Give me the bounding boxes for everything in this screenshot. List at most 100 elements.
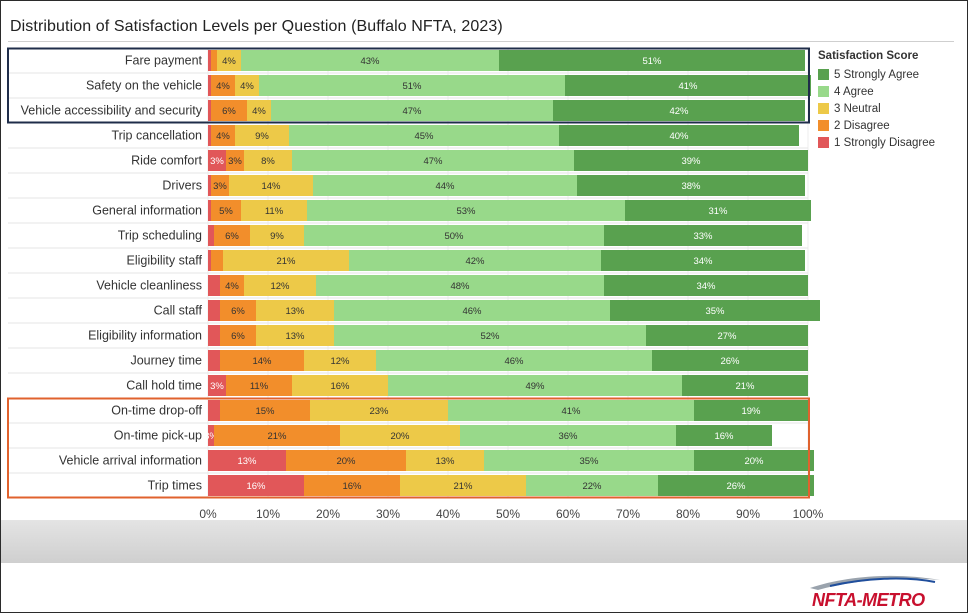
legend-label: 1 Strongly Disagree — [834, 136, 935, 149]
category-label: Vehicle accessibility and security — [21, 104, 203, 118]
bar-segment — [235, 75, 259, 96]
legend-label: 3 Neutral — [834, 102, 881, 115]
bar-segment — [310, 400, 448, 421]
data-label: 35% — [705, 306, 725, 317]
bar-segment — [694, 400, 808, 421]
data-label: 3% — [210, 381, 224, 392]
data-label: 43% — [360, 56, 380, 67]
data-label: 16% — [714, 431, 734, 442]
bar-segment — [460, 425, 676, 446]
bar-segment — [211, 200, 241, 221]
x-tick-label: 70% — [616, 507, 640, 521]
bar-segment — [211, 75, 235, 96]
data-label: 4% — [222, 56, 236, 67]
data-label: 5% — [219, 206, 233, 217]
data-label: 50% — [444, 231, 464, 242]
data-label: 33% — [693, 231, 713, 242]
data-label: 38% — [681, 181, 701, 192]
bar-segment — [304, 225, 604, 246]
data-label: 13% — [285, 331, 305, 342]
legend-items: 5 Strongly Agree 4 Agree 3 Neutral 2 Disagr… — [818, 66, 935, 151]
data-label: 12% — [270, 281, 290, 292]
bar-segment — [646, 325, 808, 346]
logo-text: NFTA-METRO — [812, 590, 925, 610]
data-label: 8% — [261, 156, 275, 167]
legend-label: 2 Disagree — [834, 119, 890, 132]
bar-segment — [304, 475, 400, 496]
bar-segment — [211, 125, 235, 146]
bar-segment — [211, 175, 229, 196]
category-label: Trip times — [148, 479, 202, 493]
bar-segment — [400, 475, 526, 496]
data-label: 44% — [435, 181, 455, 192]
data-label: 27% — [717, 331, 737, 342]
bar-segment — [244, 275, 316, 296]
bar-segment — [559, 125, 799, 146]
data-label: 40% — [669, 131, 689, 142]
chart-title: Distribution of Satisfaction Levels per … — [10, 18, 503, 35]
data-label: 21% — [267, 431, 287, 442]
bar-segment — [220, 350, 304, 371]
bar-segment — [565, 75, 811, 96]
bar-segment — [292, 375, 388, 396]
data-label: 8% — [204, 431, 218, 442]
legend-swatch — [818, 137, 829, 148]
bar-segment — [235, 125, 289, 146]
bar-segment — [208, 75, 211, 96]
data-label: 47% — [423, 156, 443, 167]
data-label: 42% — [669, 106, 689, 117]
bar-segment — [553, 100, 805, 121]
data-label: 47% — [402, 106, 422, 117]
category-label: Drivers — [162, 179, 202, 193]
bar-segment — [625, 200, 811, 221]
data-label: 20% — [744, 456, 764, 467]
data-label: 46% — [462, 306, 482, 317]
data-label: 35% — [579, 456, 599, 467]
bar-segment — [208, 450, 286, 471]
data-label: 6% — [222, 106, 236, 117]
category-label: Eligibility information — [88, 329, 202, 343]
bar-segment — [271, 100, 553, 121]
x-tick-label: 20% — [316, 507, 340, 521]
data-label: 51% — [642, 56, 662, 67]
bar-segment — [220, 400, 310, 421]
data-label: 3% — [228, 156, 242, 167]
bar-segment — [220, 300, 256, 321]
legend-label: 4 Agree — [834, 85, 874, 98]
bar-segment — [211, 250, 223, 271]
bar-segment — [208, 175, 211, 196]
data-label: 13% — [285, 306, 305, 317]
data-label: 53% — [456, 206, 476, 217]
data-label: 26% — [726, 481, 746, 492]
data-label: 9% — [270, 231, 284, 242]
data-label: 16% — [246, 481, 266, 492]
bar-segment — [349, 250, 601, 271]
bar-segment — [208, 100, 211, 121]
bar-segment — [313, 175, 577, 196]
data-label: 45% — [414, 131, 434, 142]
data-label: 16% — [330, 381, 350, 392]
data-label: 15% — [255, 406, 275, 417]
bar-segment — [208, 425, 214, 446]
bar-segment — [220, 325, 256, 346]
data-label: 13% — [435, 456, 455, 467]
bar-segment — [376, 350, 652, 371]
data-label: 16% — [342, 481, 362, 492]
data-label: 34% — [696, 281, 716, 292]
data-label: 11% — [250, 381, 269, 392]
data-label: 12% — [330, 356, 350, 367]
bar-segment — [217, 50, 241, 71]
bar-segment — [208, 125, 211, 146]
footer-band — [1, 520, 967, 563]
bar-segment — [334, 300, 610, 321]
bar-segment — [304, 350, 376, 371]
data-label: 23% — [369, 406, 389, 417]
legend-item: 1 Strongly Disagree — [818, 134, 935, 151]
bar-segment — [208, 200, 211, 221]
x-tick-label: 50% — [496, 507, 520, 521]
bar-segment — [208, 325, 220, 346]
legend: Satisfaction Score 5 Strongly Agree 4 Agr… — [818, 50, 935, 151]
bar-segment — [208, 475, 304, 496]
x-tick-label: 80% — [676, 507, 700, 521]
